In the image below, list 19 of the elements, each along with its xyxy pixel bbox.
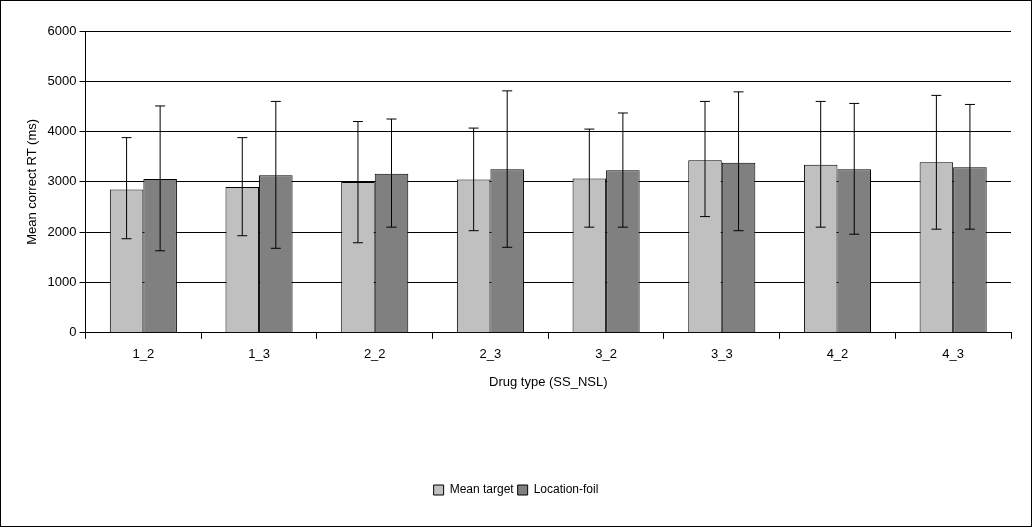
x-axis-title: Drug type (SS_NSL) xyxy=(489,373,608,389)
x-tick-label: 4_2 xyxy=(826,346,849,362)
x-tick-label: 2_2 xyxy=(363,346,386,362)
x-tick-label: 1_2 xyxy=(132,346,155,362)
y-tick-label: 3000 xyxy=(47,173,77,189)
x-tick-label: 2_3 xyxy=(479,346,502,362)
x-tick-label: 4_3 xyxy=(942,346,965,362)
y-tick-label: 2000 xyxy=(47,223,77,239)
y-tick-label: 5000 xyxy=(47,72,77,88)
y-tick-label: 0 xyxy=(69,324,77,340)
x-tick-label: 3_3 xyxy=(710,346,733,362)
y-tick-label: 6000 xyxy=(47,22,77,38)
x-tick-label: 3_2 xyxy=(595,346,617,362)
legend-label: Location-foil xyxy=(533,482,599,497)
y-axis-title: Mean correct RT (ms) xyxy=(24,118,40,245)
x-tick-label: 1_3 xyxy=(248,346,270,362)
legend-label: Mean target xyxy=(449,482,515,497)
y-tick-label: 1000 xyxy=(47,274,77,290)
y-tick-label: 4000 xyxy=(47,123,77,139)
